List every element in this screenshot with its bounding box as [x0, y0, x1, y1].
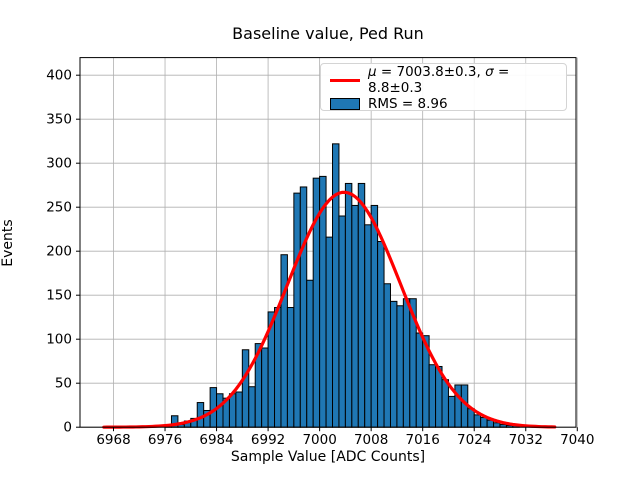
y-tick-label: 200 [46, 244, 72, 260]
histogram-bar [473, 414, 482, 428]
legend-box: μ = 7003.8±0.3, σ = 8.8±0.3 RMS = 8.96 [320, 63, 567, 112]
histogram-bar [248, 386, 256, 428]
histogram-bar [325, 236, 334, 428]
histogram-bar [493, 422, 501, 428]
histogram-bar [357, 182, 366, 428]
histogram-bar [299, 186, 308, 428]
x-tick-label: 6968 [96, 432, 130, 448]
histogram-bar [216, 393, 224, 428]
histogram-bar [241, 349, 250, 428]
y-tick-label: 0 [63, 420, 72, 436]
histogram-bar [415, 332, 424, 428]
histogram-bar [370, 204, 379, 428]
legend-patch-sample [330, 98, 360, 110]
histogram-bar [228, 393, 237, 428]
x-axis-label: Sample Value [ADC Counts] [230, 449, 426, 465]
histogram-bar [286, 307, 295, 428]
gaussian-fit-curve [102, 190, 557, 429]
histogram-bar [344, 182, 353, 428]
histogram-bar [196, 402, 205, 428]
legend-line-sample [330, 78, 360, 82]
x-tick-label: 6984 [199, 432, 233, 448]
y-tick-label: 150 [46, 288, 72, 304]
legend-label: RMS = 8.96 [368, 96, 448, 112]
x-tick-label: 7040 [560, 432, 594, 448]
y-tick-label: 50 [55, 376, 72, 392]
x-tick-label: 7008 [354, 432, 388, 448]
histogram-bar [447, 395, 456, 428]
histogram-bar [338, 215, 346, 428]
x-tick-label: 6976 [148, 432, 182, 448]
histogram-bar [389, 300, 398, 428]
histogram-bar [332, 143, 340, 428]
histogram-bar [235, 391, 243, 428]
axes-spines [79, 57, 577, 428]
x-tick-label: 7016 [406, 432, 440, 448]
chart-title: Baseline value, Ped Run [232, 24, 424, 43]
histogram-bar [396, 305, 404, 428]
x-tick-label: 6992 [251, 432, 285, 448]
histogram-bar [428, 364, 437, 428]
histogram-bar [480, 417, 488, 428]
x-tick-label: 7032 [509, 432, 543, 448]
histogram-bar [274, 307, 282, 428]
y-axis-label: Events [0, 219, 16, 267]
y-tick-label: 100 [46, 332, 72, 348]
histogram-bar [402, 298, 411, 428]
histogram-bar [293, 192, 301, 428]
legend-entry: RMS = 8.96 [321, 96, 566, 112]
y-tick-label: 400 [46, 68, 72, 84]
legend-entry: μ = 7003.8±0.3, σ = 8.8±0.3 [321, 64, 566, 96]
histogram-bar [280, 254, 288, 428]
x-tick-label: 7000 [302, 432, 336, 448]
y-tick-label: 300 [46, 156, 72, 172]
histogram-bar [441, 379, 449, 428]
x-tick-label: 7024 [457, 432, 491, 448]
histogram-bar [377, 241, 385, 428]
histogram-bar [306, 279, 314, 428]
y-tick-label: 350 [46, 112, 72, 128]
histogram-bar [351, 204, 359, 428]
histogram-bar [364, 224, 372, 428]
histogram-bar [383, 283, 391, 428]
y-tick-label: 250 [46, 200, 72, 216]
histogram-bar [261, 347, 269, 428]
legend-label: μ = 7003.8±0.3, σ = 8.8±0.3 [368, 64, 510, 96]
